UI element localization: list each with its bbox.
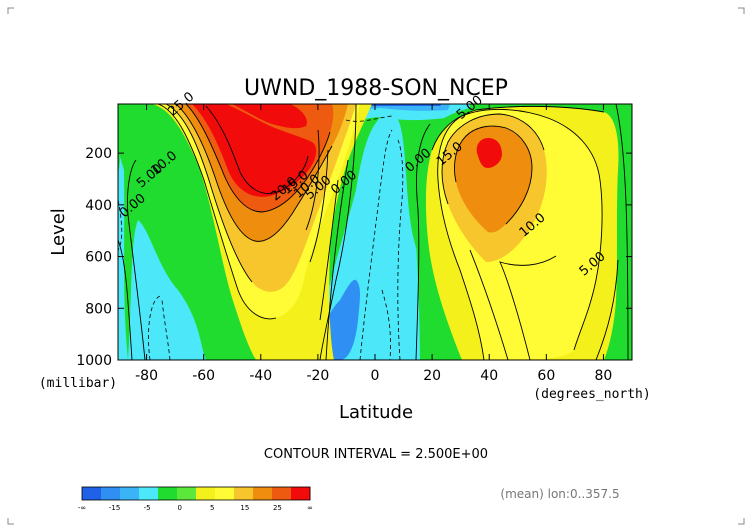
colorbar-tick-label: 15 [240, 504, 249, 512]
x-tick-label: -80 [135, 368, 158, 384]
colorbar-swatch [291, 487, 311, 500]
x-axis-title: Latitude [339, 402, 413, 423]
y-tick-label: 600 [85, 250, 112, 266]
x-tick-label: 20 [423, 368, 441, 384]
colorbar-swatch [101, 487, 121, 500]
colorbar-swatch [158, 487, 178, 500]
colorbar-swatch [120, 487, 140, 500]
x-tick-label: -20 [306, 368, 329, 384]
x-tick-label: -60 [192, 368, 215, 384]
colorbar-swatch [82, 487, 102, 500]
x-tick-label: 80 [595, 368, 613, 384]
y-tick-label: 200 [85, 146, 112, 162]
colorbar-tick-label: 25 [273, 504, 282, 512]
y-tick-label: 800 [85, 301, 112, 317]
colorbar-swatch [253, 487, 273, 500]
colorbar-swatch [177, 487, 197, 500]
colorbar-swatch [215, 487, 235, 500]
colorbar-swatch [139, 487, 159, 500]
colorbar-tick-label: -5 [144, 504, 151, 512]
colorbar-tick-label: ∞ [307, 504, 313, 512]
y-tick-label: 400 [85, 198, 112, 214]
chart-title: UWND_1988-SON_NCEP [244, 76, 508, 101]
colorbar-swatch [234, 487, 254, 500]
y-axis: 200 400 600 800 1000 [76, 146, 632, 369]
y-unit-label: (millibar) [39, 376, 117, 391]
x-tick-label: 60 [537, 368, 555, 384]
contour-interval-text: CONTOUR INTERVAL = 2.500E+00 [264, 447, 488, 462]
colorbar: -∞ -15 -5 0 5 15 25 ∞ [78, 486, 313, 512]
x-axis: -80 -60 -40 -20 0 20 40 60 80 [135, 104, 612, 384]
y-tick-label: 1000 [76, 353, 112, 369]
colorbar-tick-label: 0 [177, 504, 181, 512]
colorbar-swatch [272, 487, 292, 500]
y-axis-title: Level [48, 208, 69, 256]
colorbar-tick-label: 5 [210, 504, 214, 512]
footnote: (mean) lon:0..357.5 [500, 487, 619, 501]
x-tick-label: 40 [480, 368, 498, 384]
x-tick-label: -40 [249, 368, 272, 384]
colorbar-tick-label: -15 [109, 504, 120, 512]
colorbar-frame [81, 486, 311, 501]
colorbar-tick-label: -∞ [78, 504, 86, 512]
x-tick-label: 0 [371, 368, 380, 384]
plot-area [118, 104, 632, 360]
x-unit-label: (degrees_north) [533, 387, 650, 402]
colorbar-swatch [196, 487, 216, 500]
corner-marks [7, 7, 745, 525]
